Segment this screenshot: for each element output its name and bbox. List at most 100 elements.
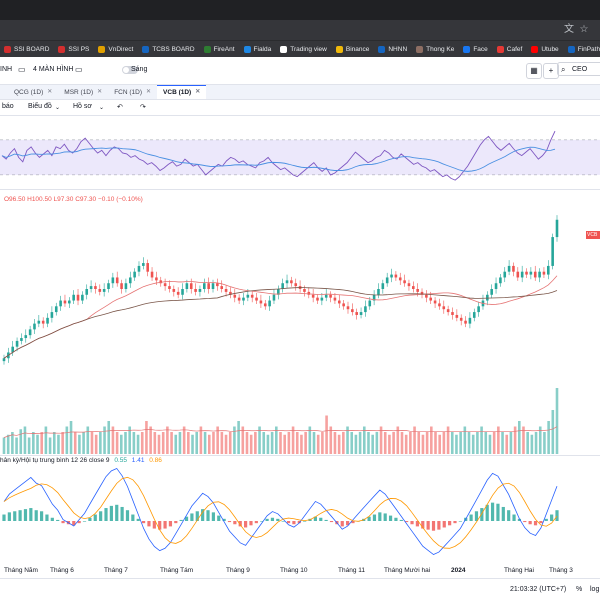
candle-body [237,297,241,301]
volume-bar [304,432,307,454]
candle-body [446,309,450,313]
undo-icon[interactable]: ↶ [117,104,123,111]
bookmark-star-icon[interactable]: ☆ [579,24,589,35]
theme-toggle[interactable] [122,66,138,74]
percent-scale-button[interactable]: % [576,586,583,593]
volume-bar [509,432,513,454]
time-axis[interactable]: Tháng Năm Tháng 6 Tháng 7 Tháng Tám Tháng 9 T… [0,565,600,577]
monitor-icon[interactable]: ▭ [18,65,26,74]
panel-divider[interactable] [0,189,600,190]
macd-histogram-bar [254,521,258,524]
chevron-down-icon[interactable]: ⌄ [55,105,61,111]
macd-histogram-bar [93,514,97,521]
candle-body [346,306,350,310]
chart-tab[interactable]: VCB (1D) ✕ [157,85,207,99]
macd-histogram-bar [490,502,495,521]
candle-body [176,291,180,295]
monitor-icon-2[interactable]: ▭ [75,65,83,74]
chevron-down-icon[interactable]: ⌄ [99,105,105,111]
candle-body [2,358,6,362]
chart-tab[interactable]: FCN (1D) ✕ [108,86,157,99]
macd-histogram-bar [29,508,33,521]
volume-bar [124,432,127,454]
macd-histogram-bar [61,521,65,524]
volume-bar [266,434,270,454]
bookmark-item[interactable]: Fialda [243,46,271,53]
close-tab-icon[interactable]: ✕ [47,89,53,95]
candle-body [76,294,80,301]
volume-bar [446,426,450,454]
bookmark-item[interactable]: Trading view [280,46,327,53]
volume-bar [40,432,44,454]
redo-icon[interactable]: ↷ [140,104,146,111]
volume-bar [442,432,446,454]
volume-bar [44,426,48,454]
translate-icon[interactable]: 文 [564,24,574,35]
volume-bar [270,432,274,454]
layout-text[interactable]: INH [0,66,13,73]
macd-histogram-bar [550,514,554,521]
volume-bar [187,432,190,454]
clock: 21:03:32 (UTC+7) [510,586,567,593]
volume-bar [207,434,211,454]
browser-address-bar[interactable]: 文 ☆ [0,20,600,40]
bookmark-item[interactable]: NHNN [378,46,407,53]
candle-body [37,320,41,324]
volume-bar [245,432,249,454]
chart-tab[interactable]: MSR (1D) ✕ [58,86,108,99]
macd-histogram-bar [383,513,387,521]
four-screens-button[interactable]: 4 MÀN HÌNH [33,66,74,73]
bookmark-label: FireAnt [213,46,235,53]
alert-button[interactable]: báo [2,103,14,110]
bookmark-item[interactable]: Cafef [496,46,522,53]
ma-short-line [3,275,558,359]
volume-bar [291,426,295,454]
volume-bar [65,426,69,454]
macd-histogram-bar [152,521,156,529]
candle-body [529,271,533,275]
macd-histogram-bar [555,510,559,521]
close-tab-icon[interactable]: ✕ [97,89,103,95]
ohlc-values: O96.50 H100.50 L97.30 C97.30 −0.10 (−0.1… [4,196,143,203]
log-scale-button[interactable]: log [590,586,600,593]
candle-body [120,283,123,289]
macd-histogram-bar [544,518,548,521]
time-axis-label: Tháng Hai [504,567,534,574]
macd-histogram-bar [190,513,194,521]
grid-layout-icon[interactable]: ▦ [526,63,542,79]
chart-menu-button[interactable]: Biểu đồ [28,103,52,110]
bookmarks-bar: SSI BOARD SSI PS VnDirect TCBS BOARD FireAnt… [0,40,600,58]
bookmark-item[interactable]: Binance [335,46,369,53]
macd-histogram-bar [286,521,291,524]
bookmark-item[interactable]: FinPath [567,46,600,53]
candle-body [520,271,524,278]
macd-histogram-bar [431,521,436,531]
candle-body [316,297,319,301]
volume-bar [69,421,73,454]
bookmark-item[interactable]: SSI PS [58,46,89,53]
bookmark-item[interactable]: VnDirect [98,46,133,53]
macd-histogram-bar [528,521,532,525]
bookmark-item[interactable]: Thong Ke [416,46,454,53]
macd-histogram-bar [265,518,269,521]
bookmark-item[interactable]: FireAnt [203,46,235,53]
symbol-search-input[interactable]: ⌕ CEO [557,62,600,76]
close-tab-icon[interactable]: ✕ [195,89,201,95]
volume-bar [354,434,358,454]
bookmark-item[interactable]: Face [463,46,488,53]
candle-body [277,289,280,295]
bookmark-item[interactable]: Utube [531,46,559,53]
bookmark-favicon-icon [416,46,424,53]
chart-canvas[interactable] [0,116,600,565]
volume-bar [551,410,555,454]
chart-tab[interactable]: QCG (1D) ✕ [8,86,58,99]
candle-body [416,289,419,292]
search-value: CEO [572,66,588,73]
bookmark-item[interactable]: TCBS BOARD [142,46,195,53]
bookmark-item[interactable]: SSI BOARD [4,46,49,53]
profile-menu-button[interactable]: Hồ sơ [73,103,92,110]
add-icon[interactable]: + [543,63,559,79]
close-tab-icon[interactable]: ✕ [146,89,152,95]
volume-bar [333,432,337,454]
panel-divider[interactable] [0,455,600,456]
